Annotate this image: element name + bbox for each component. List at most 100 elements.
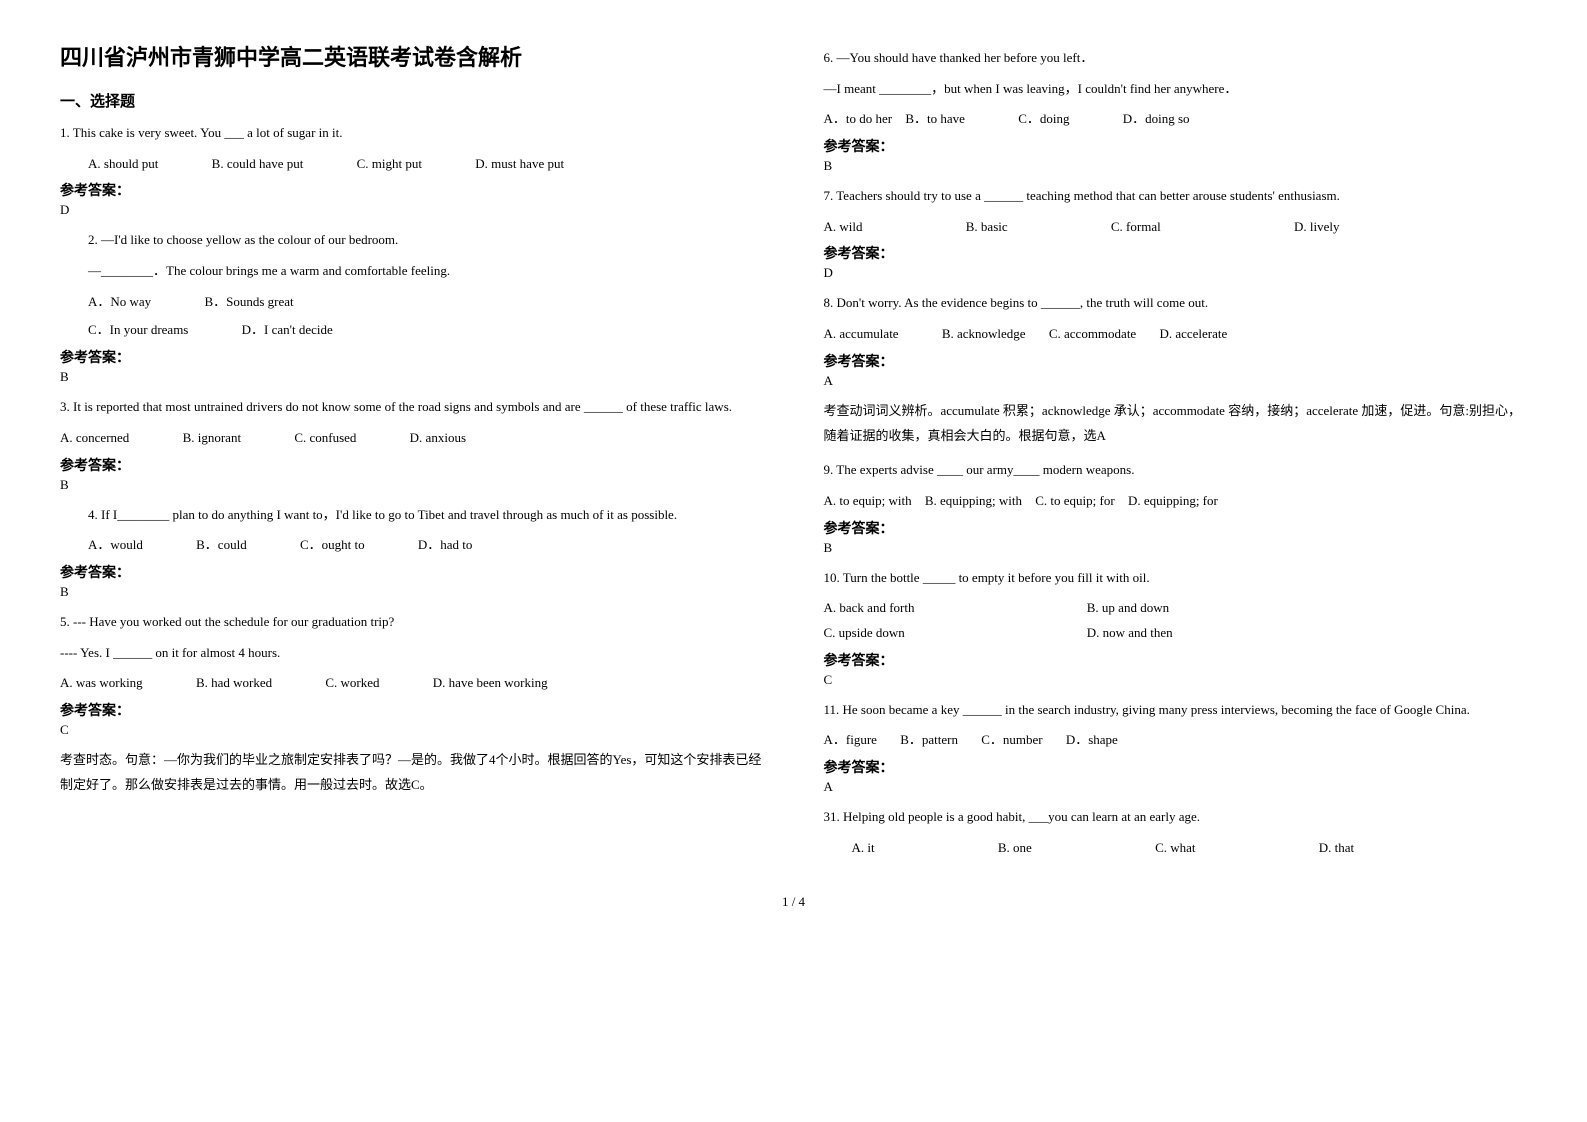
q9-optB: B. equipping; with bbox=[925, 489, 1022, 514]
q7-optA: A. wild bbox=[824, 215, 863, 240]
q1-optD: D. must have put bbox=[475, 152, 564, 177]
q7-options: A. wild B. basic C. formal D. lively bbox=[824, 215, 1528, 240]
q6-answer: B bbox=[824, 158, 1528, 174]
q6-stem2: —I meant ________，but when I was leaving… bbox=[824, 77, 1528, 102]
q3-answer-label: 参考答案： bbox=[60, 455, 764, 475]
q5-explain: 考查时态。句意：—你为我们的毕业之旅制定安排表了吗？—是的。我做了4个小时。根据… bbox=[60, 748, 764, 797]
q7-optB: B. basic bbox=[966, 215, 1008, 240]
q2-optD: D．I can't decide bbox=[242, 318, 333, 343]
q12-optC: C. what bbox=[1155, 836, 1195, 861]
q9-optD: D. equipping; for bbox=[1128, 489, 1218, 514]
q7-optD: D. lively bbox=[1294, 215, 1340, 240]
q6-answer-label: 参考答案： bbox=[824, 136, 1528, 156]
q8-optB: B. acknowledge bbox=[942, 322, 1026, 347]
q6-options: A．to do her B．to have C．doing D．doing so bbox=[824, 107, 1528, 132]
q2-answer: B bbox=[60, 369, 764, 385]
q4-answer: B bbox=[60, 584, 764, 600]
q12-optB: B. one bbox=[998, 836, 1032, 861]
q7-answer-label: 参考答案： bbox=[824, 243, 1528, 263]
q12-optD: D. that bbox=[1319, 836, 1354, 861]
q10-answer-label: 参考答案： bbox=[824, 650, 1528, 670]
q10-optC: C. upside down bbox=[824, 621, 1024, 646]
q7-optC: C. formal bbox=[1111, 215, 1161, 240]
q10-options: A. back and forth B. up and down C. upsi… bbox=[824, 596, 1528, 645]
q3-optC: C. confused bbox=[294, 426, 356, 451]
q1-options: A. should put B. could have put C. might… bbox=[60, 152, 764, 177]
q8-optA: A. accumulate bbox=[824, 322, 899, 347]
q6-optC: C．doing bbox=[1018, 107, 1069, 132]
q2-answer-label: 参考答案： bbox=[60, 347, 764, 367]
q5-options: A. was working B. had worked C. worked D… bbox=[60, 671, 764, 696]
q8-stem: 8. Don't worry. As the evidence begins t… bbox=[824, 291, 1528, 316]
q3-optD: D. anxious bbox=[410, 426, 466, 451]
q8-options: A. accumulate B. acknowledge C. accommod… bbox=[824, 322, 1528, 347]
q1-optA: A. should put bbox=[88, 152, 158, 177]
q4-answer-label: 参考答案： bbox=[60, 562, 764, 582]
q6-optB: B．to have bbox=[905, 107, 965, 132]
q10-answer: C bbox=[824, 672, 1528, 688]
q4-optA: A．would bbox=[88, 533, 143, 558]
q6-stem1: 6. —You should have thanked her before y… bbox=[824, 46, 1528, 71]
q10-optA: A. back and forth bbox=[824, 596, 1024, 621]
q11-optC: C．number bbox=[981, 728, 1042, 753]
q3-options: A. concerned B. ignorant C. confused D. … bbox=[60, 426, 764, 451]
q11-optB: B．pattern bbox=[900, 728, 958, 753]
q9-optA: A. to equip; with bbox=[824, 489, 912, 514]
q1-optC: C. might put bbox=[357, 152, 422, 177]
q3-answer: B bbox=[60, 477, 764, 493]
q8-answer-label: 参考答案： bbox=[824, 351, 1528, 371]
q3-stem: 3. It is reported that most untrained dr… bbox=[60, 395, 764, 420]
q2-stem1: 2. —I'd like to choose yellow as the col… bbox=[60, 228, 764, 253]
right-column: 6. —You should have thanked her before y… bbox=[824, 40, 1528, 864]
q10-stem: 10. Turn the bottle _____ to empty it be… bbox=[824, 566, 1528, 591]
page-footer: 1 / 4 bbox=[60, 894, 1527, 910]
q2-options-row2: C．In your dreams D．I can't decide bbox=[60, 318, 764, 343]
q2-options-row1: A．No way B．Sounds great bbox=[60, 290, 764, 315]
q12-options: A. it B. one C. what D. that bbox=[824, 836, 1528, 861]
q1-answer: D bbox=[60, 202, 764, 218]
q10-optD: D. now and then bbox=[1087, 621, 1173, 646]
q4-stem: 4. If I________ plan to do anything I wa… bbox=[60, 503, 764, 528]
q6-optD: D．doing so bbox=[1123, 107, 1190, 132]
q11-stem: 11. He soon became a key ______ in the s… bbox=[824, 698, 1528, 723]
q5-stem1: 5. --- Have you worked out the schedule … bbox=[60, 610, 764, 635]
q5-optB: B. had worked bbox=[196, 671, 272, 696]
q2-optB: B．Sounds great bbox=[204, 290, 293, 315]
q9-stem: 9. The experts advise ____ our army____ … bbox=[824, 458, 1528, 483]
q3-optB: B. ignorant bbox=[183, 426, 242, 451]
q9-answer-label: 参考答案： bbox=[824, 518, 1528, 538]
q4-options: A．would B．could C．ought to D．had to bbox=[60, 533, 764, 558]
q10-optB: B. up and down bbox=[1087, 596, 1169, 621]
q4-optC: C．ought to bbox=[300, 533, 365, 558]
q5-stem2: ---- Yes. I ______ on it for almost 4 ho… bbox=[60, 641, 764, 666]
q8-answer: A bbox=[824, 373, 1528, 389]
q8-optD: D. accelerate bbox=[1159, 322, 1227, 347]
section-heading: 一、选择题 bbox=[60, 90, 764, 111]
q11-optA: A．figure bbox=[824, 728, 877, 753]
q4-stem-text: 4. If I________ plan to do anything I wa… bbox=[88, 507, 677, 522]
q12-stem: 31. Helping old people is a good habit, … bbox=[824, 805, 1528, 830]
q5-answer: C bbox=[60, 722, 764, 738]
q1-optB: B. could have put bbox=[212, 152, 304, 177]
q11-options: A．figure B．pattern C．number D．shape bbox=[824, 728, 1528, 753]
q1-answer-label: 参考答案： bbox=[60, 180, 764, 200]
q4-optB: B．could bbox=[196, 533, 247, 558]
q7-answer: D bbox=[824, 265, 1528, 281]
q4-optD: D．had to bbox=[418, 533, 473, 558]
q11-answer: A bbox=[824, 779, 1528, 795]
q8-explain: 考查动词词义辨析。accumulate 积累；acknowledge 承认；ac… bbox=[824, 399, 1528, 448]
q9-answer: B bbox=[824, 540, 1528, 556]
q11-optD: D．shape bbox=[1066, 728, 1118, 753]
q2-stem2: —________．The colour brings me a warm an… bbox=[60, 259, 764, 284]
q5-optC: C. worked bbox=[325, 671, 379, 696]
q5-optD: D. have been working bbox=[433, 671, 548, 696]
q2-optC: C．In your dreams bbox=[88, 318, 188, 343]
q3-optA: A. concerned bbox=[60, 426, 129, 451]
q11-answer-label: 参考答案： bbox=[824, 757, 1528, 777]
q1-stem: 1. This cake is very sweet. You ___ a lo… bbox=[60, 121, 764, 146]
doc-title: 四川省泸州市青狮中学高二英语联考试卷含解析 bbox=[60, 40, 764, 72]
q7-stem: 7. Teachers should try to use a ______ t… bbox=[824, 184, 1528, 209]
q8-optC: C. accommodate bbox=[1049, 322, 1136, 347]
q6-optA: A．to do her bbox=[824, 107, 893, 132]
page-container: 四川省泸州市青狮中学高二英语联考试卷含解析 一、选择题 1. This cake… bbox=[60, 40, 1527, 864]
